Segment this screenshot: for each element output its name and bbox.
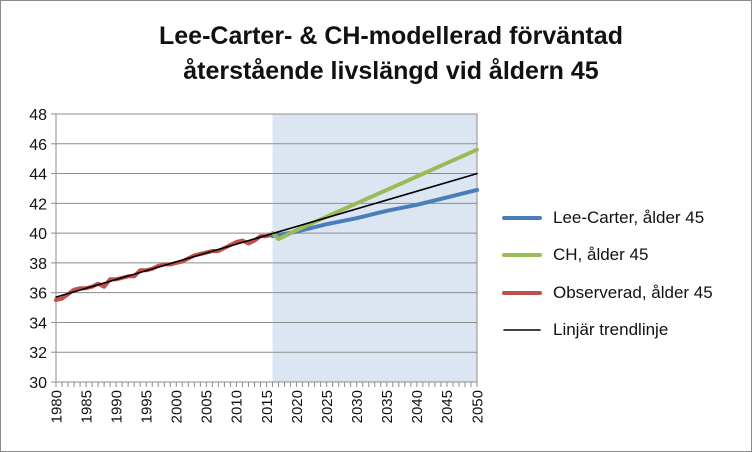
legend-swatch — [502, 215, 542, 220]
y-tick-label-34: 34 — [29, 315, 47, 332]
x-tick-label-2025: 2025 — [319, 390, 336, 423]
x-tick-label-2015: 2015 — [259, 390, 276, 423]
x-tick-label-2045: 2045 — [439, 390, 456, 423]
legend-label: Observerad, ålder 45 — [553, 282, 713, 302]
legend-item: Observerad, ålder 45 — [501, 274, 749, 312]
legend-label: Linjär trendlinje — [553, 320, 669, 340]
x-tick-label-2050: 2050 — [469, 390, 486, 423]
legend-item: Linjär trendlinje — [501, 312, 749, 350]
legend-label: Lee-Carter, ålder 45 — [553, 207, 705, 227]
x-tick-label-2000: 2000 — [169, 390, 186, 423]
y-tick-label-38: 38 — [29, 256, 47, 273]
y-tick-label-30: 30 — [29, 375, 47, 392]
series-line-observerad-ålder-45 — [54, 232, 275, 303]
y-tick-label-42: 42 — [29, 196, 47, 213]
chart-legend: Lee-Carter, ålder 45 CH, ålder 45 Observer… — [501, 199, 749, 349]
projection-shaded-region — [272, 114, 477, 382]
y-tick-label-40: 40 — [29, 226, 47, 243]
legend-item: Lee-Carter, ålder 45 — [501, 199, 749, 237]
series-line-ch-ålder-45 — [270, 147, 479, 242]
y-tick-label-48: 48 — [29, 107, 47, 124]
x-tick-label-1995: 1995 — [138, 390, 155, 423]
y-tick-label-32: 32 — [29, 345, 47, 362]
x-tick-label-2035: 2035 — [379, 390, 396, 423]
chart-title: Lee-Carter- & CH-modellerad förväntad åt… — [41, 19, 741, 89]
y-tick-label-46: 46 — [29, 137, 47, 154]
legend-item: CH, ålder 45 — [501, 237, 749, 275]
x-tick-label-2005: 2005 — [199, 390, 216, 423]
x-tick-label-2010: 2010 — [229, 390, 246, 423]
x-tick-label-1980: 1980 — [48, 390, 65, 423]
x-tick-label-2030: 2030 — [349, 390, 366, 423]
legend-swatch — [502, 290, 542, 295]
legend-swatch — [502, 253, 542, 258]
y-tick-label-36: 36 — [29, 286, 47, 303]
chart-title-line-1: Lee-Carter- & CH-modellerad förväntad — [159, 22, 623, 50]
series-line-linjär-trendlinje — [55, 172, 478, 298]
x-tick-label-1985: 1985 — [78, 390, 95, 423]
legend-label: CH, ålder 45 — [553, 245, 649, 265]
x-tick-label-2020: 2020 — [289, 390, 306, 423]
chart-title-line-2: återstående livslängd vid åldern 45 — [183, 57, 599, 85]
series-line-lee-carter-ålder-45 — [270, 187, 479, 239]
x-tick-label-1990: 1990 — [108, 390, 125, 423]
legend-swatch — [503, 329, 541, 332]
y-tick-label-44: 44 — [29, 167, 47, 184]
x-tick-label-2040: 2040 — [409, 390, 426, 423]
